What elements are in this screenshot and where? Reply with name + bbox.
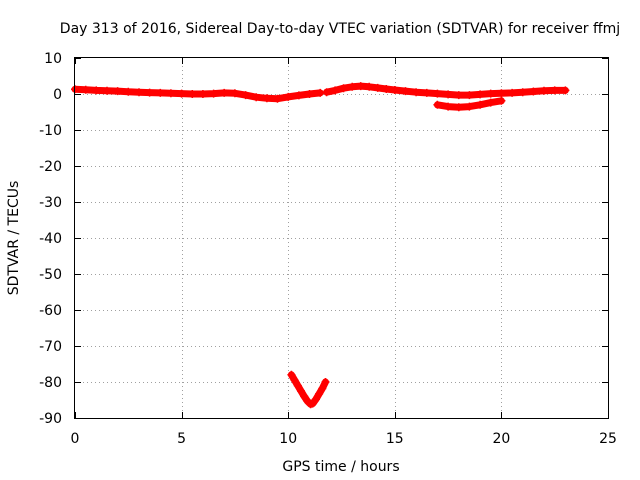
- data-point: [308, 399, 317, 408]
- data-point: [550, 86, 559, 95]
- data-point: [81, 85, 90, 94]
- data-point: [465, 91, 474, 100]
- y-tick-label: -40: [39, 231, 62, 247]
- data-point: [198, 90, 207, 98]
- data-point: [145, 88, 154, 97]
- plot-frame: [74, 57, 609, 419]
- data-point: [497, 89, 506, 98]
- data-point: [373, 83, 382, 92]
- x-tick-label: 20: [492, 431, 510, 447]
- x-tick-label: 5: [177, 431, 186, 447]
- data-point: [454, 103, 463, 112]
- y-tick-label: -20: [39, 159, 62, 175]
- data-point: [433, 100, 442, 109]
- data-point: [305, 90, 314, 98]
- data-point: [508, 88, 517, 97]
- x-axis-label: GPS time / hours: [282, 459, 399, 475]
- data-point: [241, 91, 250, 100]
- data-point: [401, 87, 410, 96]
- data-point: [422, 88, 431, 97]
- y-tick-label: -60: [39, 303, 62, 319]
- data-point: [476, 100, 485, 109]
- data-point: [135, 88, 143, 97]
- data-point: [465, 102, 474, 111]
- y-tick-label: -30: [39, 195, 62, 211]
- data-point: [273, 94, 282, 103]
- data-point: [444, 90, 453, 99]
- data-point: [124, 87, 133, 96]
- data-point: [454, 91, 463, 100]
- y-tick-label: 10: [44, 51, 62, 67]
- data-point: [365, 82, 374, 91]
- y-tick-label: -10: [39, 123, 62, 139]
- data-point: [322, 88, 331, 97]
- y-tick-label: -80: [39, 375, 62, 391]
- x-tick-label: 25: [599, 431, 617, 447]
- data-point: [311, 395, 320, 404]
- data-point: [188, 90, 197, 98]
- data-point: [252, 93, 261, 102]
- data-point: [486, 98, 495, 107]
- data-point: [294, 91, 303, 100]
- data-point: [318, 384, 327, 393]
- grid-lines: [75, 58, 608, 418]
- data-point: [476, 90, 485, 99]
- series-band: [287, 371, 329, 408]
- series-band-mid: [322, 82, 570, 100]
- y-tick-label: -90: [39, 411, 62, 427]
- data-point: [390, 86, 399, 94]
- data-point: [561, 86, 570, 95]
- data-point: [300, 392, 309, 401]
- tick-labels: 0 5 10 15 20 25 10 0 -10 -20 -30 -40 -50 -60 -70 -80 -90: [39, 51, 617, 447]
- data-point: [92, 86, 101, 95]
- data-point: [297, 387, 305, 395]
- x-tick-label: 0: [71, 431, 80, 447]
- series-dip: [287, 370, 330, 409]
- data-point: [113, 87, 122, 96]
- series-band-main: [71, 85, 325, 103]
- y-tick-label: -50: [39, 267, 62, 283]
- data-point: [444, 102, 453, 111]
- data-point: [209, 89, 218, 98]
- data-point: [287, 370, 296, 379]
- data-point: [321, 378, 330, 386]
- data-series: [71, 82, 570, 409]
- data-point: [382, 85, 391, 93]
- y-tick-label: -70: [39, 339, 62, 355]
- data-point: [230, 89, 239, 98]
- data-point: [433, 89, 442, 98]
- data-point: [412, 88, 421, 97]
- x-tick-label: 15: [386, 431, 404, 447]
- data-point: [166, 89, 175, 98]
- data-point: [262, 94, 271, 103]
- data-point: [486, 89, 495, 98]
- data-point: [293, 381, 302, 390]
- data-point: [220, 88, 229, 97]
- axis-ticks: [75, 58, 609, 419]
- data-point: [177, 89, 186, 98]
- series-band-lower: [433, 96, 506, 112]
- data-point: [356, 82, 365, 91]
- chart-title: Day 313 of 2016, Sidereal Day-to-day VTE…: [60, 21, 620, 37]
- data-point: [348, 82, 357, 91]
- x-tick-label: 10: [279, 431, 297, 447]
- data-point: [529, 87, 538, 96]
- data-point: [290, 376, 299, 385]
- data-point: [284, 92, 293, 101]
- data-point: [518, 88, 527, 97]
- data-point: [103, 86, 111, 95]
- data-point: [331, 86, 340, 95]
- data-point: [156, 88, 165, 97]
- data-point: [315, 389, 324, 398]
- data-point: [339, 84, 348, 93]
- y-tick-label: 0: [53, 87, 62, 103]
- y-axis-label: SDTVAR / TECUs: [6, 181, 22, 296]
- data-point: [497, 96, 506, 105]
- data-point: [540, 86, 548, 95]
